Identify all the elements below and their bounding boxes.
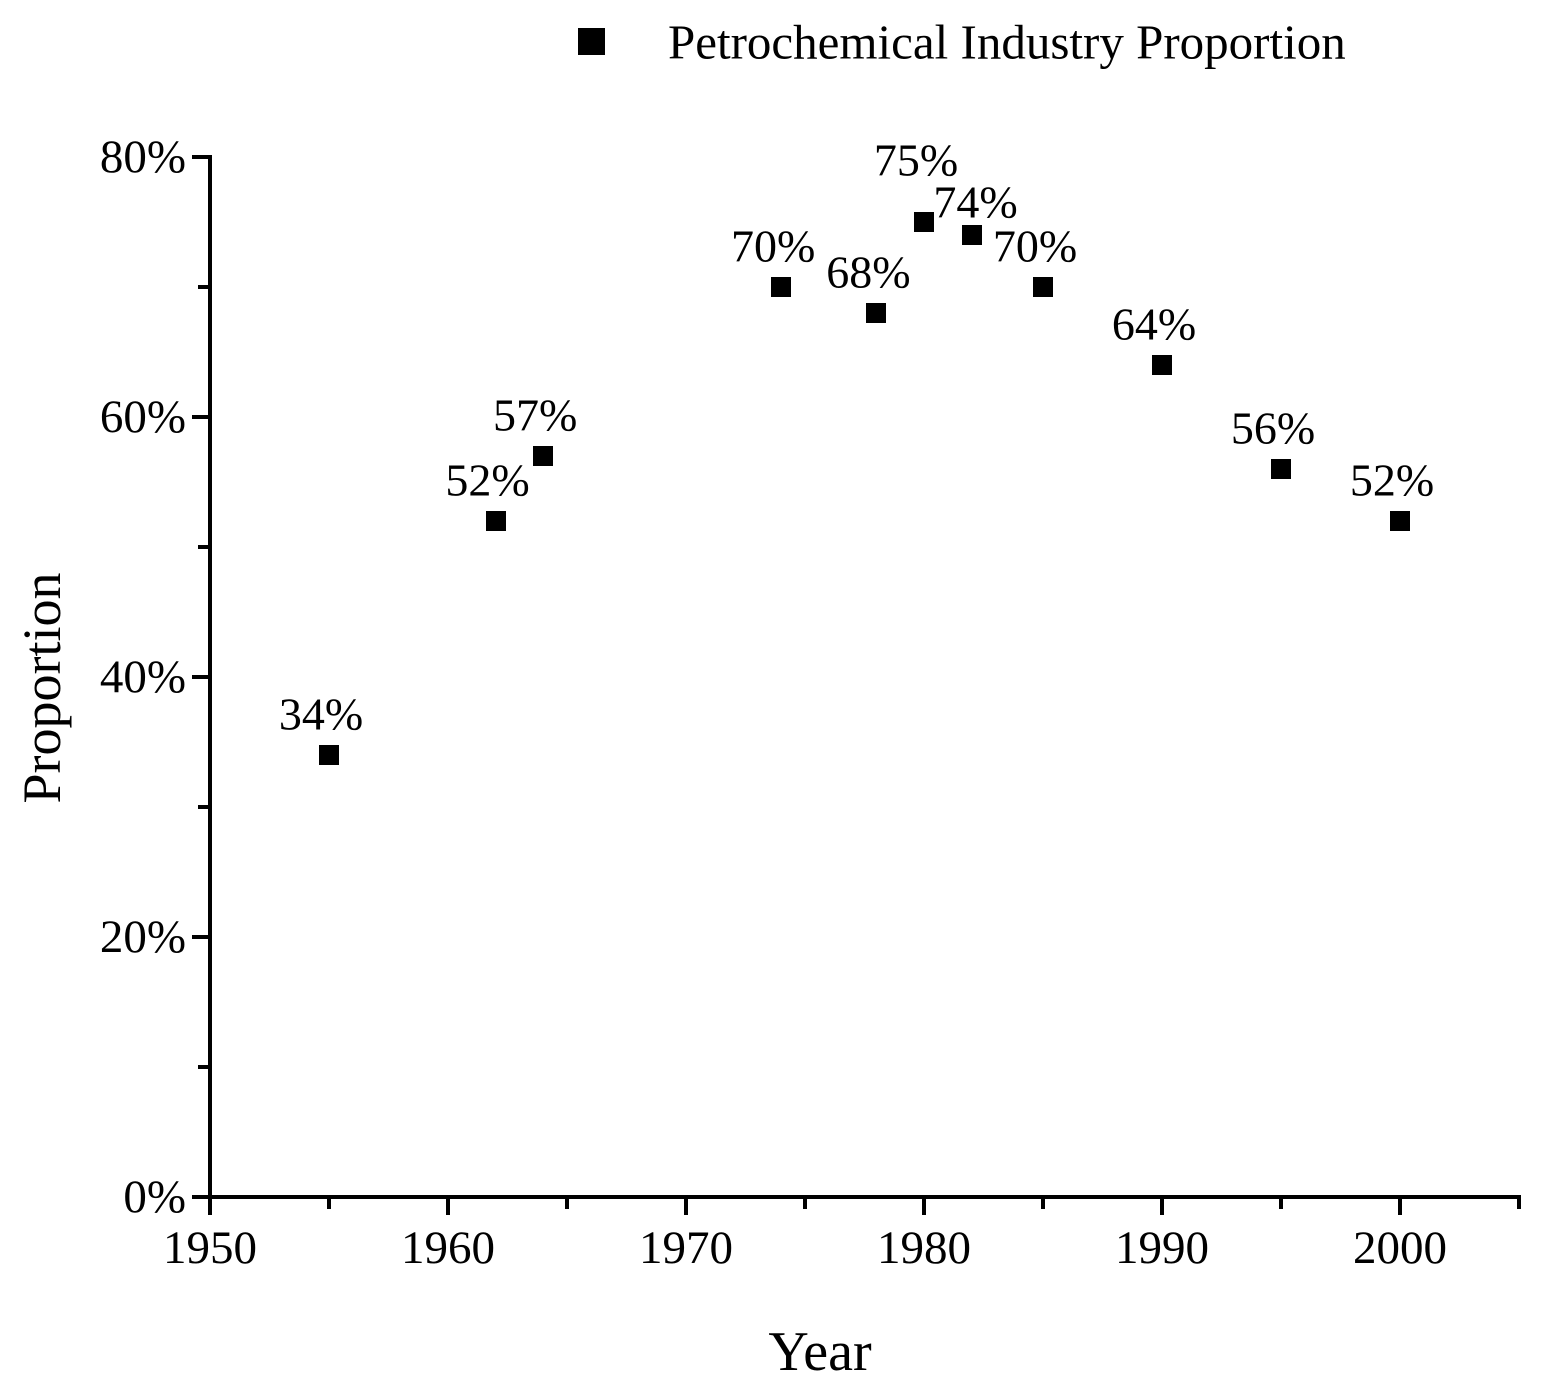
y-axis-major-tick bbox=[192, 935, 208, 939]
data-point-label: 74% bbox=[933, 176, 1018, 228]
x-axis-major-tick bbox=[208, 1199, 212, 1215]
data-point-label: 57% bbox=[493, 389, 578, 441]
data-point-label: 52% bbox=[445, 454, 530, 506]
x-axis-tick-label: 1960 bbox=[401, 1222, 495, 1274]
data-point-label: 34% bbox=[278, 688, 364, 740]
x-axis-minor-tick bbox=[327, 1199, 331, 1209]
x-axis-minor-tick bbox=[565, 1199, 569, 1209]
x-axis-tick-label: 1970 bbox=[639, 1222, 733, 1274]
x-axis-title: Year bbox=[768, 1321, 872, 1383]
y-axis-tick-label: 80% bbox=[99, 131, 186, 183]
x-axis-major-tick bbox=[1160, 1199, 1164, 1215]
y-axis-minor-tick bbox=[198, 285, 208, 289]
data-point-marker bbox=[771, 277, 792, 297]
x-axis-major-tick bbox=[684, 1199, 688, 1215]
data-point-label: 68% bbox=[826, 246, 911, 298]
x-axis-minor-tick bbox=[1517, 1199, 1521, 1209]
y-axis-title: Proportion bbox=[12, 572, 72, 804]
y-axis-major-tick bbox=[192, 415, 208, 419]
data-point-marker bbox=[485, 511, 506, 531]
y-axis-tick-label: 60% bbox=[99, 391, 186, 443]
data-point-marker bbox=[914, 212, 934, 232]
y-axis-major-tick bbox=[192, 1195, 208, 1199]
x-axis-tick-label: 2000 bbox=[1353, 1222, 1447, 1274]
data-point-label: 70% bbox=[731, 220, 816, 272]
x-axis-tick-label: 1950 bbox=[163, 1222, 257, 1274]
data-point-marker bbox=[1390, 511, 1410, 531]
x-axis-tick-label: 1990 bbox=[1115, 1222, 1209, 1274]
x-axis-major-tick bbox=[446, 1199, 450, 1215]
data-point-marker bbox=[533, 446, 554, 466]
y-axis-tick-label: 40% bbox=[99, 651, 186, 703]
y-axis-minor-tick bbox=[198, 1065, 208, 1069]
data-point-marker bbox=[319, 745, 339, 765]
y-axis-major-tick bbox=[192, 675, 208, 679]
x-axis-minor-tick bbox=[1041, 1199, 1045, 1209]
x-axis-minor-tick bbox=[803, 1199, 807, 1209]
y-axis-major-tick bbox=[192, 155, 208, 159]
y-axis-line bbox=[208, 155, 212, 1199]
data-point-label: 75% bbox=[873, 134, 959, 186]
y-axis-tick-label: 20% bbox=[99, 911, 186, 963]
y-axis-tick-label: 0% bbox=[123, 1171, 186, 1223]
x-axis-minor-tick bbox=[1279, 1199, 1283, 1209]
x-axis-major-tick bbox=[922, 1199, 926, 1215]
data-point-marker bbox=[1152, 355, 1172, 375]
x-axis-major-tick bbox=[1398, 1199, 1402, 1215]
data-point-label: 56% bbox=[1230, 402, 1316, 454]
data-point-marker bbox=[1271, 459, 1291, 479]
data-point-label: 64% bbox=[1111, 298, 1197, 350]
y-axis-minor-tick bbox=[198, 545, 208, 549]
y-axis-minor-tick bbox=[198, 805, 208, 809]
data-point-marker bbox=[1033, 277, 1053, 297]
data-point-label: 52% bbox=[1349, 454, 1435, 506]
data-point-marker bbox=[866, 303, 887, 323]
x-axis-tick-label: 1980 bbox=[877, 1222, 971, 1274]
x-axis-line bbox=[208, 1195, 1521, 1199]
data-point-marker bbox=[961, 225, 982, 245]
data-point-label: 70% bbox=[992, 220, 1078, 272]
